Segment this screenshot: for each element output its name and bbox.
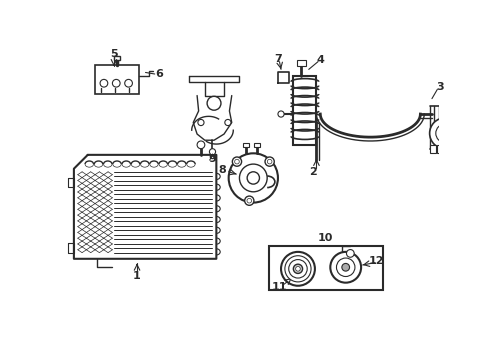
Circle shape	[277, 111, 284, 117]
Circle shape	[239, 164, 266, 192]
Text: 10: 10	[317, 233, 333, 243]
Circle shape	[124, 80, 132, 87]
Circle shape	[264, 157, 274, 166]
Circle shape	[100, 80, 107, 87]
Circle shape	[295, 266, 300, 271]
Circle shape	[246, 198, 251, 203]
Bar	[242, 143, 248, 147]
Circle shape	[281, 252, 314, 286]
Circle shape	[197, 141, 204, 149]
Bar	[444, 145, 450, 153]
Text: 7: 7	[273, 54, 281, 64]
Text: 11: 11	[271, 282, 286, 292]
Text: 9: 9	[208, 154, 216, 165]
Circle shape	[341, 264, 349, 271]
Circle shape	[207, 96, 221, 110]
Text: 6: 6	[155, 69, 163, 79]
Circle shape	[346, 249, 353, 257]
Bar	[95, 65, 139, 94]
Circle shape	[228, 153, 277, 203]
Circle shape	[336, 258, 354, 276]
Circle shape	[288, 260, 306, 278]
Circle shape	[246, 172, 259, 184]
Text: 2: 2	[309, 167, 317, 177]
Circle shape	[224, 120, 230, 126]
Circle shape	[429, 118, 460, 149]
Text: 5: 5	[110, 49, 118, 59]
Circle shape	[435, 124, 453, 143]
Bar	[293, 76, 316, 145]
Circle shape	[209, 149, 215, 155]
Text: 1: 1	[133, 271, 141, 281]
Bar	[297, 60, 306, 66]
Circle shape	[234, 159, 239, 164]
Circle shape	[329, 252, 360, 283]
Circle shape	[285, 256, 310, 282]
Text: 8: 8	[218, 165, 226, 175]
Bar	[114, 56, 120, 60]
Circle shape	[244, 196, 253, 205]
Bar	[429, 145, 435, 153]
Circle shape	[267, 159, 271, 164]
Circle shape	[293, 264, 302, 274]
Bar	[436, 145, 443, 153]
Text: 12: 12	[368, 256, 384, 266]
Circle shape	[232, 157, 241, 166]
Text: 3: 3	[435, 82, 443, 92]
Bar	[254, 143, 260, 147]
Circle shape	[441, 107, 447, 113]
Bar	[268, 246, 382, 291]
Text: 4: 4	[316, 55, 324, 65]
Circle shape	[198, 120, 203, 126]
Circle shape	[112, 80, 120, 87]
